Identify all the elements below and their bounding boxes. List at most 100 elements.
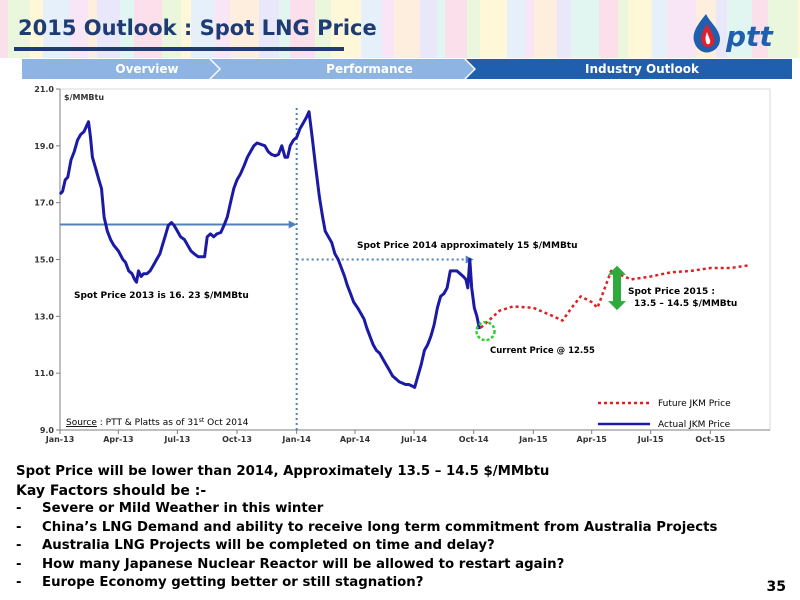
y-tick-label: 11.0	[34, 369, 54, 378]
x-tick-label: Jan-15	[518, 435, 548, 444]
annotation-spot-2013: Spot Price 2013 is 16. 23 $/MMBtu	[74, 291, 249, 301]
stripe	[534, 0, 557, 58]
stripe	[445, 0, 467, 58]
bullet-marker: -	[16, 575, 22, 590]
x-tick-label: Apr-15	[577, 435, 608, 444]
stripe	[752, 0, 768, 58]
list-item: - How many Japanese Nuclear Reactor will …	[16, 556, 786, 575]
factor-text: Europe Economy getting better or still s…	[42, 575, 424, 590]
stripe	[667, 0, 696, 58]
stripe	[259, 0, 279, 58]
list-item: - Severe or Mild Weather in this winter	[16, 500, 786, 519]
stripe	[215, 0, 230, 58]
x-tick-label: Jan-13	[45, 435, 75, 444]
factor-text: Australia LNG Projects will be completed…	[42, 538, 495, 553]
bullet-marker: -	[16, 519, 22, 535]
stripe	[361, 0, 382, 58]
stripe	[467, 0, 480, 58]
factors-heading: Kay Factors should be :-	[16, 482, 207, 499]
factor-text: China’s LNG Demand and ability to receiv…	[42, 519, 718, 535]
stripe	[480, 0, 507, 58]
tab-overview-shape[interactable]	[22, 59, 219, 79]
stripe	[652, 0, 667, 58]
bullet-marker: -	[16, 538, 22, 553]
flame-icon	[693, 14, 720, 53]
stripe	[315, 0, 331, 58]
current-price-marker	[475, 320, 496, 342]
x-tick-label: Jul-13	[163, 435, 190, 444]
bullet-marker: -	[16, 556, 22, 572]
tab-industry-outlook[interactable]: Industry Outlook	[585, 62, 699, 76]
ptt-logo: ptt	[693, 14, 774, 53]
stripe	[120, 0, 134, 58]
stripe	[618, 0, 628, 58]
stripe	[382, 0, 394, 58]
stripe	[8, 0, 30, 58]
x-tick-label: Apr-14	[340, 435, 371, 444]
stripe	[557, 0, 571, 58]
x-tick-label: Apr-13	[103, 435, 133, 444]
stripe	[279, 0, 290, 58]
tab-performance[interactable]: Performance	[326, 62, 413, 76]
factor-text: How many Japanese Nuclear Reactor will b…	[42, 556, 565, 572]
logo-text: ptt	[725, 20, 774, 53]
lng-price-chart: 9.0 11.0 13.0 15.0 17.0 19.0 21.0 Jan-13 Apr-13 J…	[34, 85, 771, 444]
legend-actual-label: Actual JKM Price	[658, 420, 731, 430]
avg-2013-arrowhead	[288, 220, 297, 229]
lead-statement: Spot Price will be lower than 2014, Appr…	[16, 464, 550, 479]
title-underline	[14, 47, 344, 51]
outlook-summary: Spot Price will be lower than 2014, Appr…	[16, 463, 786, 593]
stripe	[571, 0, 599, 58]
actual-jkm-price-line	[58, 110, 481, 389]
stripe	[0, 0, 8, 58]
x-tick-label: Jul-15	[637, 435, 664, 444]
stripe	[88, 0, 97, 58]
stripe	[181, 0, 191, 58]
stripe	[97, 0, 120, 58]
stripe	[30, 0, 43, 58]
stripe	[437, 0, 445, 58]
stripe	[162, 0, 181, 58]
list-item: - Europe Economy getting better or still …	[16, 574, 786, 593]
y-axis-label: $/MMBtu	[64, 93, 104, 102]
factor-text: Severe or Mild Weather in this winter	[42, 501, 324, 516]
y-tick-label: 9.0	[40, 426, 55, 435]
stripe	[507, 0, 525, 58]
range-2015-arrow	[608, 265, 626, 311]
y-tick-label: 15.0	[34, 256, 54, 265]
stripe	[420, 0, 437, 58]
stripe	[394, 0, 420, 58]
y-tick-label: 17.0	[34, 199, 54, 208]
x-tick-label: Oct-15	[695, 435, 725, 444]
annotation-spot-2015-label: Spot Price 2015 :	[628, 287, 715, 297]
page-title: 2015 Outlook : Spot LNG Price	[18, 16, 377, 40]
stripe	[716, 0, 727, 58]
tab-industry-outlook-shape[interactable]	[466, 59, 792, 79]
annotation-spot-2015-range: 13.5 – 14.5 $/MMBtu	[634, 299, 737, 309]
source-note: Source : PTT & Platts as of 31st Oct 201…	[66, 417, 249, 429]
plot-area	[59, 88, 771, 431]
y-tick-label: 19.0	[34, 142, 54, 151]
tab-performance-shape[interactable]	[211, 59, 474, 79]
y-tick-label: 13.0	[34, 312, 54, 321]
page-number: 35	[766, 579, 786, 595]
nav-chevrons	[22, 59, 792, 79]
stripe	[727, 0, 752, 58]
stripe	[798, 0, 800, 58]
list-item: - Australia LNG Projects will be complete…	[16, 537, 786, 556]
tab-overview[interactable]: Overview	[115, 62, 179, 76]
x-tick-label: Jul-14	[400, 435, 427, 444]
future-jkm-price-line	[479, 263, 751, 329]
stripe	[70, 0, 88, 58]
stripe	[599, 0, 618, 58]
annotation-current-price: Current Price @ 12.55	[490, 346, 595, 356]
section-nav: Overview Performance Industry Outlook	[22, 59, 792, 79]
x-tick-label: Oct-14	[459, 435, 489, 444]
stripe	[525, 0, 534, 58]
stripe	[768, 0, 798, 58]
legend-future-label: Future JKM Price	[658, 399, 731, 409]
stripe	[628, 0, 652, 58]
x-tick-label: Oct-13	[222, 435, 252, 444]
y-tick-label: 21.0	[34, 85, 54, 94]
list-item: - China’s LNG Demand and ability to recei…	[16, 519, 786, 538]
